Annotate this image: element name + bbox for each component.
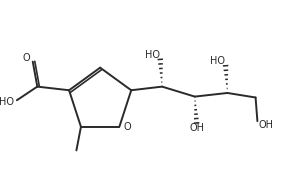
- Text: HO: HO: [0, 97, 15, 107]
- Text: OH: OH: [190, 123, 205, 133]
- Text: O: O: [22, 53, 30, 64]
- Text: HO: HO: [145, 50, 160, 60]
- Text: OH: OH: [258, 120, 273, 130]
- Text: O: O: [123, 122, 131, 132]
- Text: HO: HO: [210, 56, 225, 66]
